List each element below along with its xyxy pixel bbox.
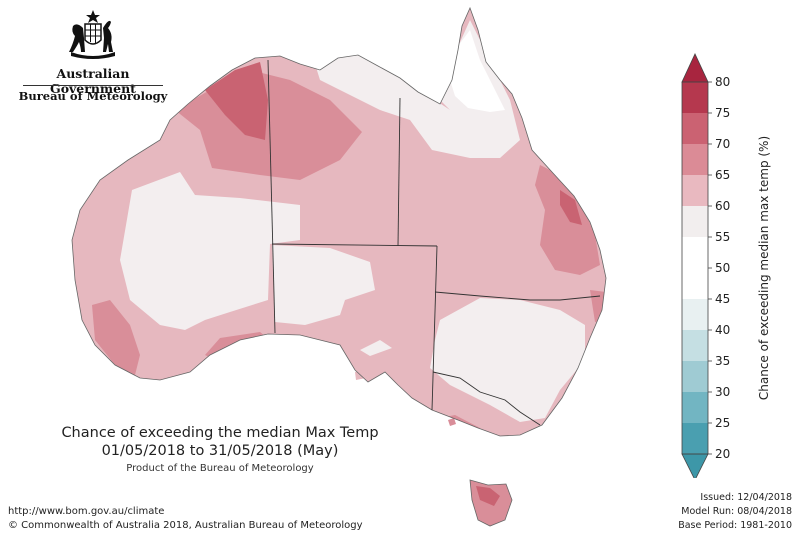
agency-name: Bureau of Meteorology <box>18 89 168 103</box>
coat-of-arms-icon <box>69 10 115 59</box>
logo-divider <box>23 85 163 86</box>
map-caption: Chance of exceeding the median Max Temp … <box>20 424 420 474</box>
colour-legend: 80 75 70 65 60 55 50 45 40 35 30 25 20 Chance of exc… <box>681 53 771 478</box>
product-credit: Product of the Bureau of Meteorology <box>126 463 314 474</box>
legend-tick-label: 45 <box>715 292 730 306</box>
legend-tick-label: 35 <box>715 354 730 368</box>
mainland-coastline <box>71 6 607 437</box>
legend-band-45-50 <box>682 268 708 300</box>
forecast-period: 01/05/2018 to 31/05/2018 (May) <box>101 443 339 459</box>
legend-band-40-45 <box>682 299 708 331</box>
legend-band-25-30 <box>682 392 708 424</box>
copyright: © Commonwealth of Australia 2018, Austra… <box>8 520 363 531</box>
government-name: Australian Government <box>50 66 136 96</box>
nt-qld-border <box>397 97 401 247</box>
legend-tick-label: 25 <box>715 416 730 430</box>
legend-band-50-55 <box>682 237 708 269</box>
legend-under-triangle <box>681 453 709 478</box>
legend-ticks: 80 75 70 65 60 55 50 45 40 35 30 25 20 <box>708 75 730 461</box>
legend-tick-label: 70 <box>715 137 730 151</box>
tasmania-coastline <box>469 479 513 527</box>
legend-tick-label: 65 <box>715 168 730 182</box>
legend-tick-label: 40 <box>715 323 730 337</box>
legend-tick-label: 80 <box>715 75 730 89</box>
legend-tick-label: 75 <box>715 106 730 120</box>
legend-tick-label: 20 <box>715 447 730 461</box>
probability-fills <box>72 8 606 526</box>
government-logo: Australian Government Bureau of Meteorol… <box>18 8 168 108</box>
legend-tick-label: 55 <box>715 230 730 244</box>
model-run-date: Model Run: 08/04/2018 <box>681 506 792 517</box>
issue-info: Issued: 12/04/2018 Model Run: 08/04/2018… <box>678 491 792 533</box>
climate-url[interactable]: http://www.bom.gov.au/climate <box>8 506 165 517</box>
legend-band-30-35 <box>682 361 708 393</box>
legend-band-35-40 <box>682 330 708 362</box>
wa-border <box>267 59 276 334</box>
legend-bands <box>682 82 708 455</box>
map-title: Chance of exceeding the median Max Temp <box>61 425 379 441</box>
legend-tick-label: 60 <box>715 199 730 213</box>
issued-date: Issued: 12/04/2018 <box>700 492 792 503</box>
legend-tick-label: 30 <box>715 385 730 399</box>
legend-band-70-75 <box>682 113 708 145</box>
state-borders <box>267 59 601 426</box>
legend-band-55-60 <box>682 206 708 238</box>
australia-map <box>71 6 607 527</box>
legend-tick-label: 50 <box>715 261 730 275</box>
sa-border <box>431 245 438 411</box>
legend-band-65-70 <box>682 144 708 176</box>
legend-band-60-65 <box>682 175 708 207</box>
legend-band-20-25 <box>682 423 708 455</box>
legend-over-triangle <box>681 53 709 83</box>
base-period: Base Period: 1981-2010 <box>678 520 792 531</box>
legend-title: Chance of exceeding median max temp (%) <box>757 136 771 400</box>
legend-band-75-80 <box>682 82 708 114</box>
